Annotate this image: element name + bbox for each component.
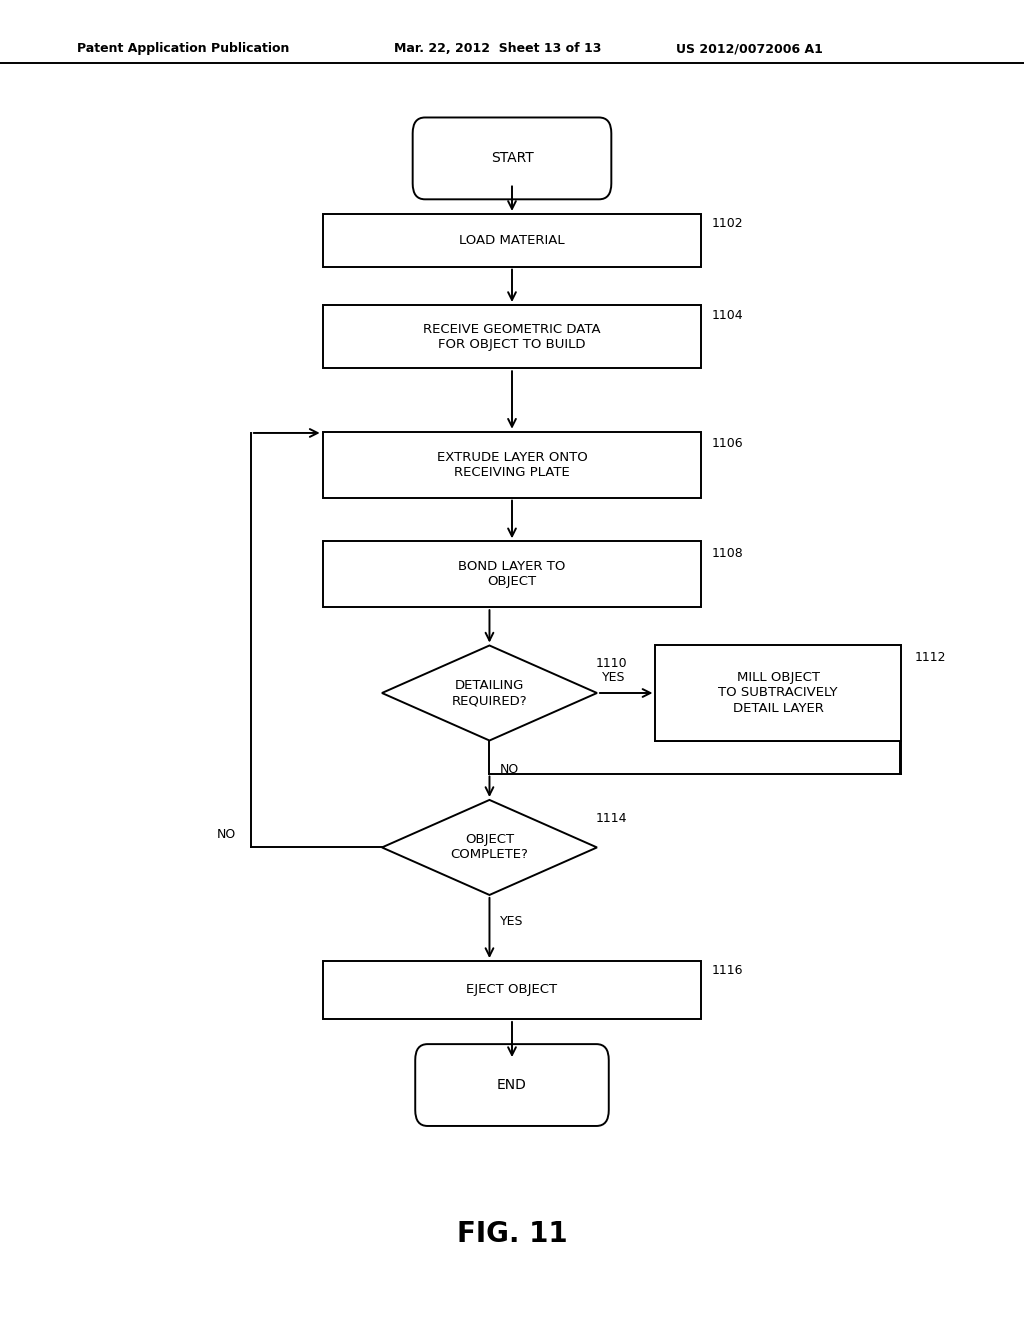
Bar bbox=[323, 214, 701, 267]
Text: END: END bbox=[497, 1078, 527, 1092]
Text: Patent Application Publication: Patent Application Publication bbox=[77, 42, 289, 55]
Text: 1102: 1102 bbox=[712, 216, 743, 230]
Text: US 2012/0072006 A1: US 2012/0072006 A1 bbox=[676, 42, 822, 55]
Text: START: START bbox=[490, 152, 534, 165]
FancyBboxPatch shape bbox=[416, 1044, 608, 1126]
Text: 1104: 1104 bbox=[712, 309, 743, 322]
Text: 1110: 1110 bbox=[596, 657, 628, 671]
Text: EXTRUDE LAYER ONTO
RECEIVING PLATE: EXTRUDE LAYER ONTO RECEIVING PLATE bbox=[436, 450, 588, 479]
Text: BOND LAYER TO
OBJECT: BOND LAYER TO OBJECT bbox=[459, 560, 565, 589]
Text: RECEIVE GEOMETRIC DATA
FOR OBJECT TO BUILD: RECEIVE GEOMETRIC DATA FOR OBJECT TO BUI… bbox=[423, 322, 601, 351]
Bar bbox=[323, 432, 701, 498]
Bar bbox=[323, 961, 701, 1019]
Text: YES: YES bbox=[602, 671, 626, 684]
Text: LOAD MATERIAL: LOAD MATERIAL bbox=[459, 234, 565, 247]
Text: NO: NO bbox=[500, 763, 519, 776]
Text: NO: NO bbox=[216, 828, 236, 841]
Polygon shape bbox=[382, 800, 597, 895]
Bar bbox=[323, 305, 701, 368]
Text: EJECT OBJECT: EJECT OBJECT bbox=[467, 983, 557, 997]
Bar bbox=[323, 541, 701, 607]
Text: 1112: 1112 bbox=[914, 651, 946, 664]
Text: OBJECT
COMPLETE?: OBJECT COMPLETE? bbox=[451, 833, 528, 862]
FancyBboxPatch shape bbox=[413, 117, 611, 199]
Text: MILL OBJECT
TO SUBTRACIVELY
DETAIL LAYER: MILL OBJECT TO SUBTRACIVELY DETAIL LAYER bbox=[719, 672, 838, 714]
Text: 1114: 1114 bbox=[596, 812, 628, 825]
Text: DETAILING
REQUIRED?: DETAILING REQUIRED? bbox=[452, 678, 527, 708]
Polygon shape bbox=[382, 645, 597, 741]
Bar bbox=[655, 645, 901, 741]
Text: Mar. 22, 2012  Sheet 13 of 13: Mar. 22, 2012 Sheet 13 of 13 bbox=[394, 42, 602, 55]
Text: 1108: 1108 bbox=[712, 546, 743, 560]
Text: YES: YES bbox=[500, 915, 523, 928]
Text: 1106: 1106 bbox=[712, 437, 743, 450]
Text: 1116: 1116 bbox=[712, 964, 743, 977]
Text: FIG. 11: FIG. 11 bbox=[457, 1220, 567, 1249]
